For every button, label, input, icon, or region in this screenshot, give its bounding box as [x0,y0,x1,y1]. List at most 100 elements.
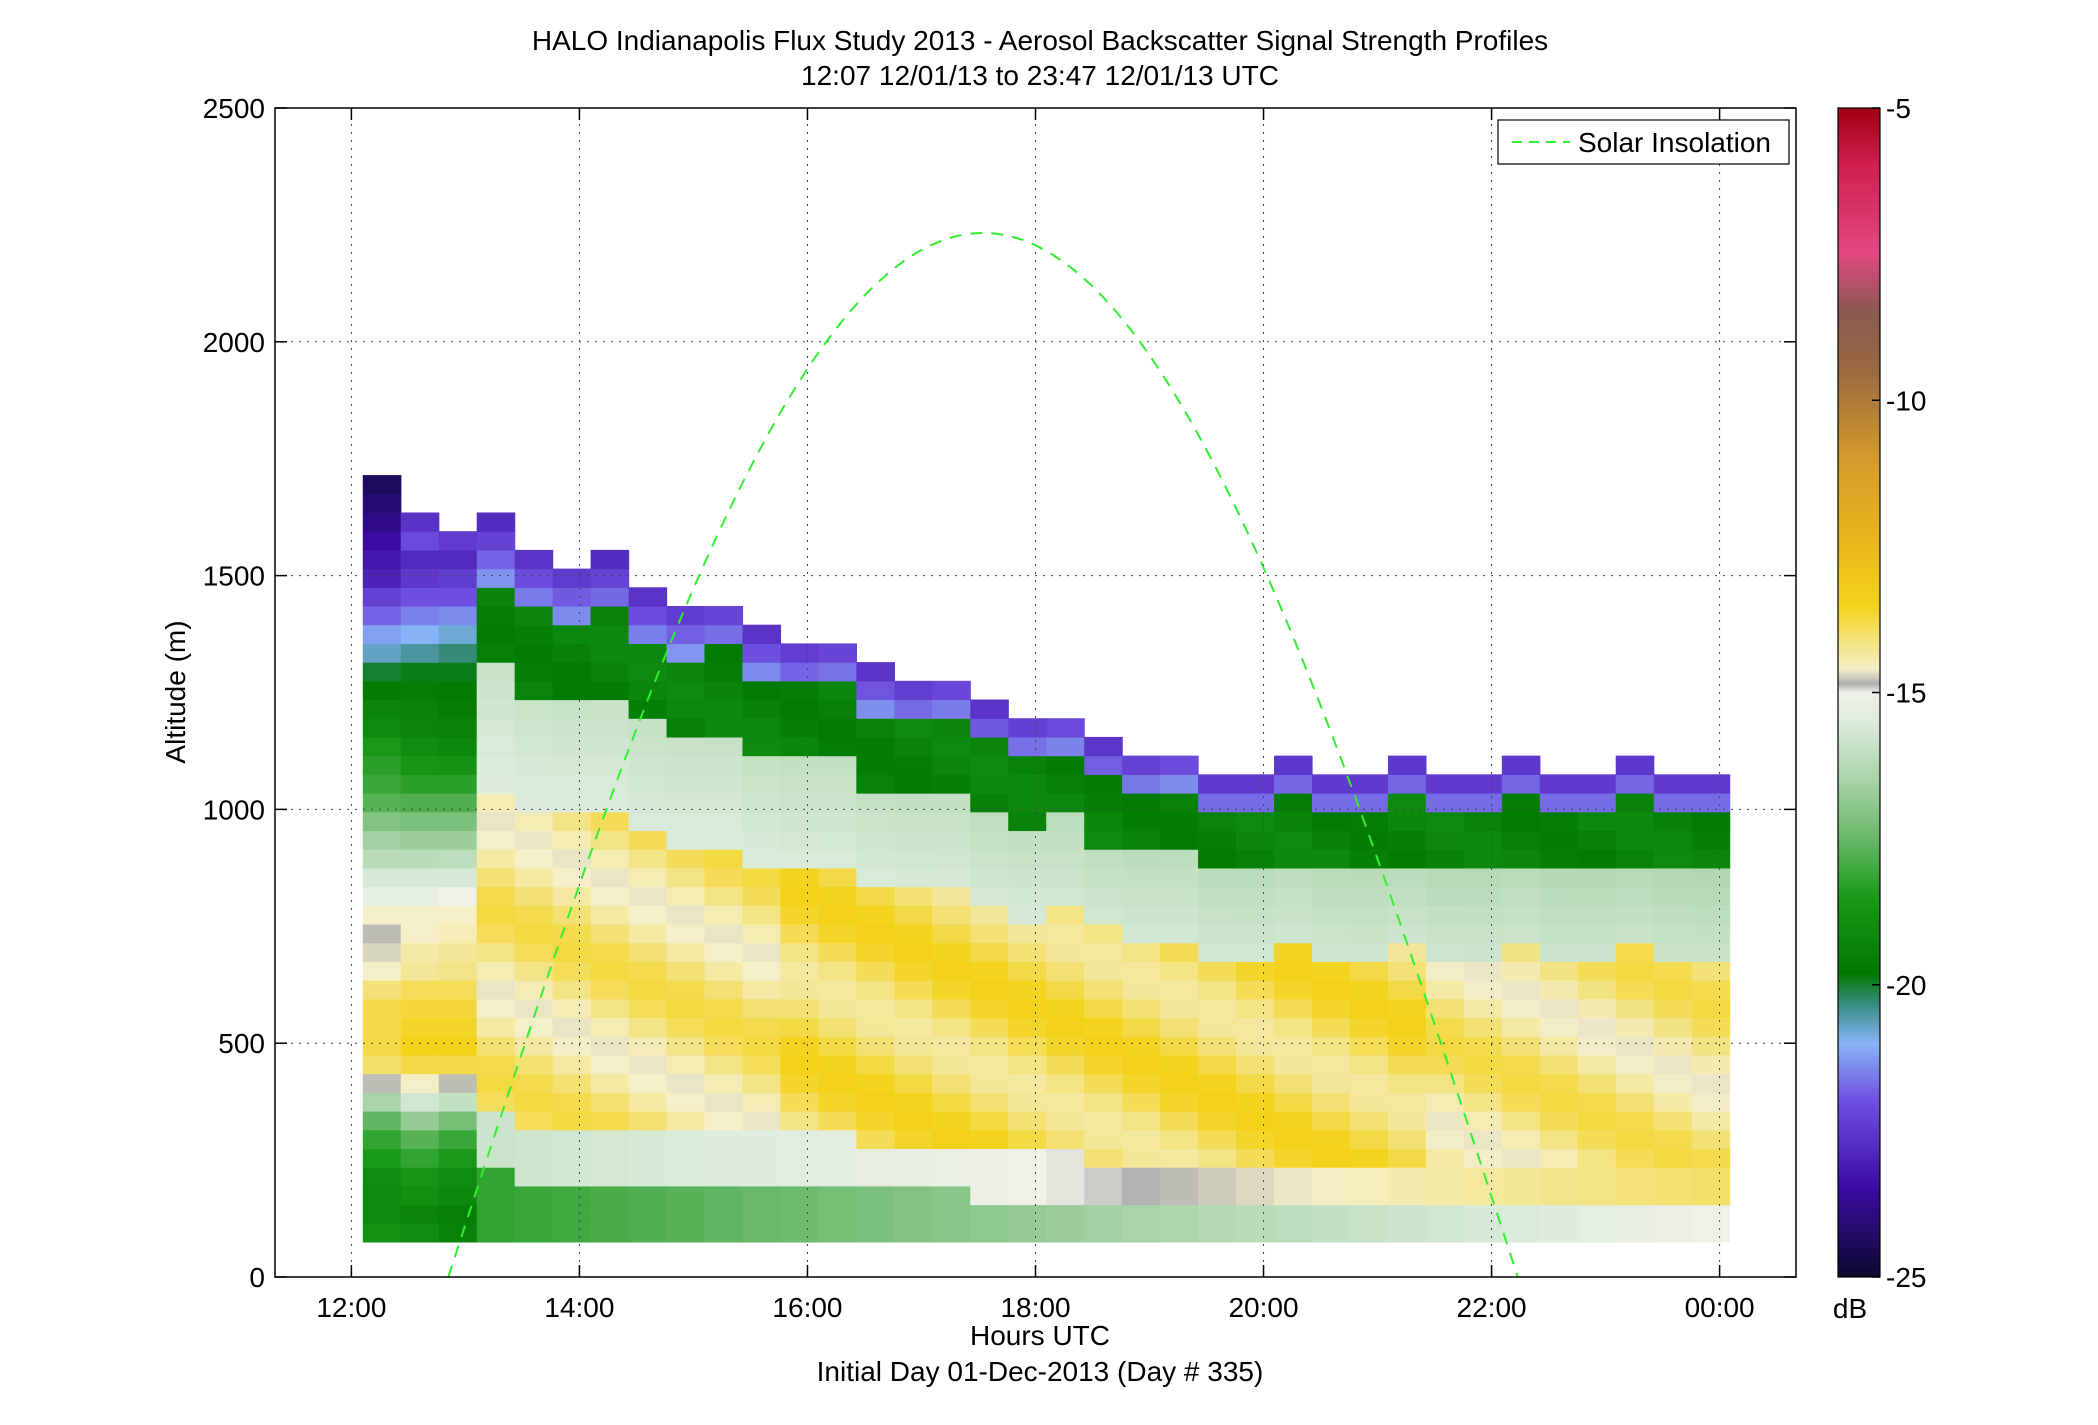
heatmap-cell [1463,1185,1503,1206]
heatmap-cell [666,1204,706,1224]
heatmap-cell [1615,849,1655,869]
heatmap-cell [1311,1148,1351,1168]
heatmap-cell [590,1204,630,1224]
heatmap-cell [1198,905,1237,925]
heatmap-cell [438,643,478,663]
heatmap-cell [970,905,1009,925]
heatmap-cell [1198,1129,1237,1150]
heatmap-cell [628,1223,668,1243]
heatmap-cell [1387,961,1427,981]
heatmap-cell [1691,830,1731,850]
heatmap-cell [362,718,402,738]
heatmap-cell [1198,1204,1237,1224]
heatmap-cell [1046,1129,1085,1150]
heatmap-cell [818,1017,857,1037]
heatmap-cell [780,1092,820,1112]
heatmap-cell [932,1111,971,1131]
heatmap-cell [1236,1185,1275,1206]
heatmap-cell [362,1148,402,1168]
heatmap-cell [1008,1129,1047,1150]
heatmap-cell [362,849,402,869]
heatmap-cell [1691,1204,1731,1224]
heatmap-cell [1084,1017,1123,1037]
heatmap-cell [1122,886,1161,906]
heatmap-cell [362,1073,402,1093]
heatmap-cell [1615,774,1655,794]
heatmap-cell [1311,1129,1351,1150]
heatmap-cell [1501,886,1541,906]
heatmap-cell [1501,793,1541,813]
heatmap-cell [552,961,592,981]
heatmap-cell [666,662,706,682]
heatmap-cell [970,1073,1009,1093]
heatmap-cell [438,1054,478,1075]
heatmap-cell [1349,1185,1389,1206]
heatmap-cell [1274,980,1313,1000]
heatmap-cell [780,867,820,888]
heatmap-cell [1463,1036,1503,1056]
heatmap-cell [742,923,782,944]
heatmap-cell [1463,849,1503,869]
heatmap-cell [666,1223,706,1243]
heatmap-cell [818,961,857,981]
heatmap-cell [932,811,971,832]
heatmap-cell [1577,942,1617,962]
heatmap-cell [362,475,402,495]
heatmap-cell [552,736,592,757]
heatmap-cell [1198,1017,1237,1037]
legend: Solar Insolation [1497,119,1790,165]
heatmap-cell [628,998,668,1019]
heatmap-cell [704,755,744,775]
heatmap-cell [1425,1017,1465,1037]
heatmap-cell [666,699,706,719]
heatmap-cell [1425,1073,1465,1093]
heatmap-cell [1311,923,1351,944]
heatmap-cell [1615,1073,1655,1093]
heatmap-cell [1349,1111,1389,1131]
heatmap-cell [1577,1111,1617,1131]
heatmap-cell [438,1167,478,1187]
heatmap-cell [1198,1185,1237,1206]
heatmap-cell [970,1092,1009,1112]
heatmap-cell [1311,811,1351,832]
heatmap-cell [856,905,895,925]
heatmap-cell [400,811,440,832]
heatmap-cell [1008,1148,1047,1168]
heatmap-cell [970,980,1009,1000]
heatmap-cell [552,1054,592,1075]
heatmap-cell [400,961,440,981]
heatmap-cell [704,980,744,1000]
heatmap-cell [780,849,820,869]
heatmap-cell [1198,980,1237,1000]
heatmap-cell [476,699,516,719]
heatmap-cell [704,643,744,663]
heatmap-cell [362,662,402,682]
heatmap-cell [1198,793,1237,813]
heatmap-cell [1349,1223,1389,1243]
heatmap-cell [514,624,554,644]
y-tick-label: 2500 [203,93,265,124]
heatmap-cell [1615,961,1655,981]
heatmap-cell [1349,886,1389,906]
heatmap-cell [932,830,971,850]
heatmap-cell [552,568,592,588]
heatmap-cell [400,1167,440,1187]
heatmap-cell [1653,830,1693,850]
heatmap-cell [514,830,554,850]
heatmap-cell [970,961,1009,981]
heatmap-cell [856,811,895,832]
heatmap-cell [1122,998,1161,1019]
heatmap-cell [400,680,440,701]
heatmap-cell [932,1185,971,1206]
heatmap-cell [1160,942,1199,962]
heatmap-cell [894,1204,933,1224]
heatmap-cell [1274,811,1313,832]
heatmap-cell [894,942,933,962]
heatmap-cell [1349,1167,1389,1187]
heatmap-cell [476,793,516,813]
heatmap-cell [514,1054,554,1075]
heatmap-cell [628,793,668,813]
heatmap-cell [856,1204,895,1224]
heatmap-cell [1349,998,1389,1019]
heatmap-cell [742,905,782,925]
